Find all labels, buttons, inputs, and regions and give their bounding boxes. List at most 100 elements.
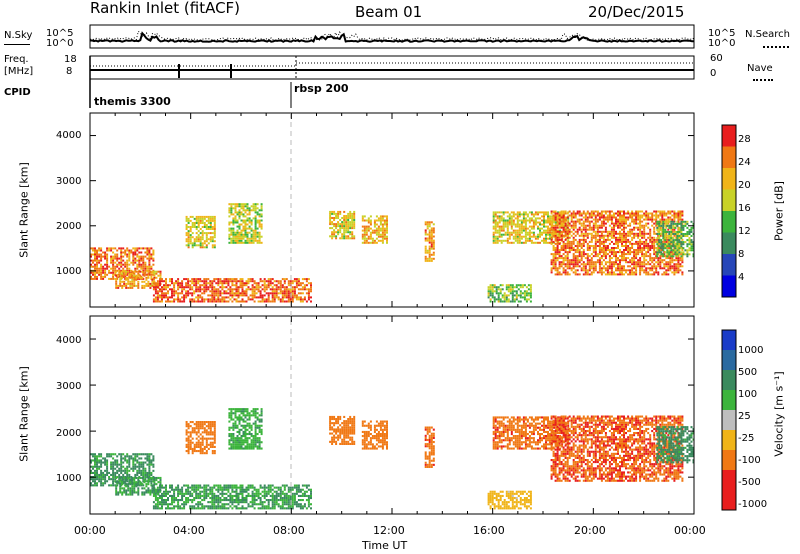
power-cell: [343, 227, 346, 230]
power-cell: [249, 288, 252, 291]
power-cell: [94, 267, 96, 270]
power-cell: [534, 237, 537, 240]
power-cell: [232, 213, 235, 216]
power-cell: [240, 239, 243, 242]
power-cell: [584, 232, 587, 235]
power-cell: [513, 300, 516, 303]
power-cell: [596, 261, 599, 264]
power-cell: [615, 273, 617, 276]
velocity-cell: [161, 484, 163, 487]
power-cell: [291, 294, 294, 297]
power-cell: [424, 223, 427, 226]
power-cell: [217, 294, 220, 297]
power-cell: [619, 230, 621, 233]
power-cell: [177, 288, 180, 291]
power-cell: [520, 227, 523, 230]
power-cell: [660, 233, 663, 235]
power-cell: [550, 267, 553, 270]
power-cell: [263, 288, 266, 291]
power-cell: [604, 253, 607, 256]
power-cell: [584, 220, 587, 223]
power-cell: [126, 247, 129, 250]
power-cell: [347, 235, 350, 238]
power-cell: [185, 284, 188, 287]
velocity-cell: [104, 459, 107, 462]
power-cell: [246, 231, 249, 234]
velocity-cell: [145, 485, 148, 488]
power-cell: [133, 284, 136, 287]
power-cell: [117, 274, 120, 277]
power-cell: [556, 236, 559, 239]
power-cell: [213, 230, 216, 233]
velocity-cell: [217, 488, 220, 491]
velocity-cell: [197, 505, 200, 508]
power-cell: [568, 232, 571, 235]
power-cell: [572, 259, 575, 262]
power-cell: [629, 259, 632, 262]
power-cell: [667, 261, 670, 264]
velocity-cell: [100, 469, 103, 472]
power-cell: [508, 223, 511, 226]
power-cell: [331, 210, 334, 213]
power-cell: [582, 222, 585, 225]
power-cell: [195, 300, 198, 303]
power-cell: [351, 223, 354, 226]
power-cell: [566, 247, 569, 249]
power-cell: [259, 292, 262, 295]
power-cell: [568, 251, 571, 254]
power-cell: [128, 263, 131, 266]
power-cell: [137, 286, 140, 289]
velocity-cell: [175, 499, 178, 502]
velocity-cell: [110, 461, 113, 464]
power-cell: [424, 249, 427, 252]
power-cell: [267, 300, 270, 303]
power-cell: [152, 251, 155, 254]
power-cell: [167, 292, 169, 295]
power-cell: [619, 271, 621, 274]
power-cell: [189, 288, 192, 291]
power-cell: [106, 259, 109, 262]
power-cell: [566, 232, 569, 235]
power-cell: [343, 219, 346, 221]
power-cell: [250, 237, 253, 240]
power-cell: [645, 273, 648, 276]
velocity-cell: [195, 494, 198, 497]
power-cell: [649, 236, 652, 239]
power-cell: [104, 273, 107, 276]
velocity-cell: [203, 507, 206, 510]
velocity-cell: [165, 499, 167, 502]
power-cell: [576, 249, 579, 251]
power-cell: [256, 221, 259, 224]
power-cell: [554, 273, 557, 276]
power-cell: [556, 218, 559, 221]
power-cell: [203, 290, 206, 293]
power-cell: [498, 225, 501, 228]
power-cell: [570, 249, 573, 251]
power-cell: [232, 203, 235, 206]
power-cell: [331, 235, 334, 238]
power-cell: [197, 222, 200, 224]
power-cell: [671, 257, 674, 260]
power-cell: [647, 247, 650, 249]
power-cell: [584, 263, 587, 266]
power-cell: [195, 215, 198, 218]
power-cell: [252, 231, 255, 234]
velocity-cell: [144, 461, 147, 464]
power-cell: [676, 224, 679, 227]
velocity-cell: [127, 485, 130, 488]
power-cell: [657, 271, 660, 274]
power-cell: [203, 300, 206, 303]
velocity-cell: [142, 453, 145, 456]
velocity-cell: [219, 484, 222, 487]
velocity-cell: [209, 505, 212, 508]
power-cell: [259, 280, 262, 283]
velocity-cell: [94, 455, 96, 458]
power-cell: [558, 251, 561, 254]
power-cell: [639, 263, 642, 266]
power-cell: [223, 280, 226, 283]
power-cell: [552, 214, 555, 217]
power-cell: [672, 220, 675, 223]
power-cell: [582, 226, 585, 229]
power-cell: [610, 253, 613, 256]
power-cell: [514, 213, 517, 216]
